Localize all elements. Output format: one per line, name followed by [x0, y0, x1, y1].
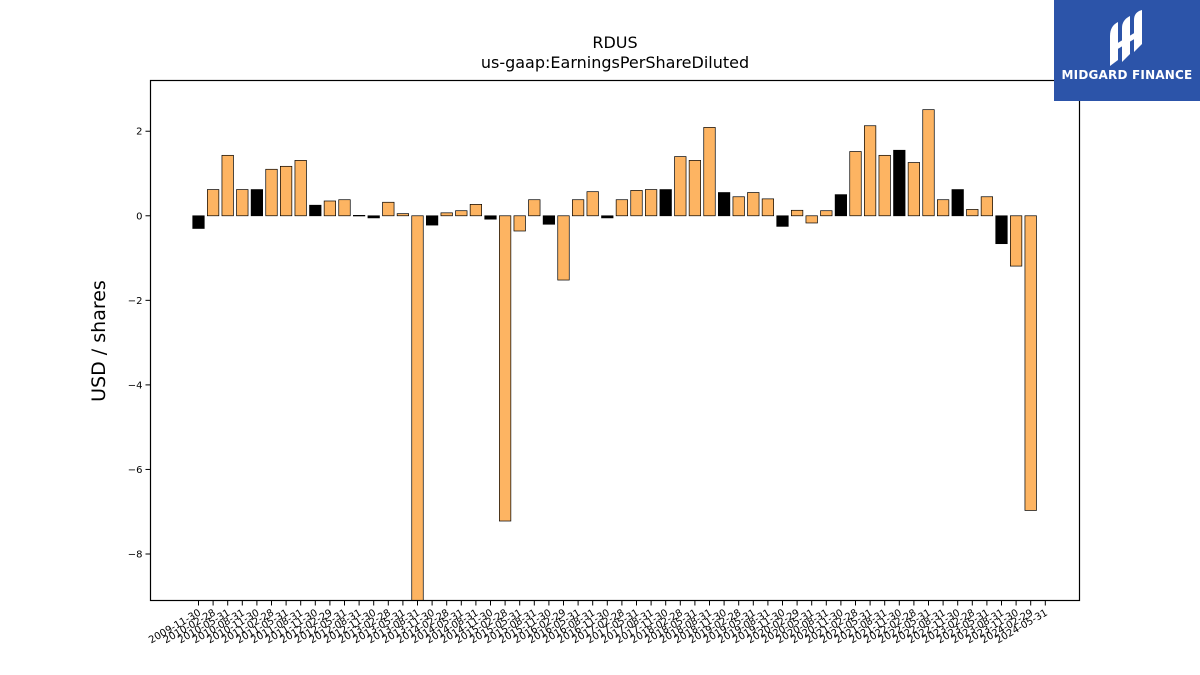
bar — [353, 215, 366, 217]
y-tick-label: −8 — [128, 549, 143, 560]
brand-logo: MIDGARD FINANCE — [1054, 0, 1200, 101]
bar — [951, 189, 964, 217]
bar — [732, 196, 745, 217]
bar — [747, 192, 760, 217]
plot-frame — [149, 79, 1081, 602]
y-tick-label: 0 — [136, 211, 142, 222]
bar — [907, 162, 921, 217]
y-axis: 2 0 −2 −4 −6 −8 — [128, 127, 151, 560]
bar — [586, 191, 599, 217]
bar — [995, 215, 1008, 245]
logo-text: MIDGARD FINANCE — [1061, 68, 1193, 82]
bar — [192, 215, 205, 229]
bar — [936, 199, 950, 217]
bar — [280, 165, 293, 217]
bar — [1024, 215, 1037, 511]
bar — [761, 198, 775, 217]
bar — [367, 215, 380, 219]
bar — [601, 215, 614, 219]
x-axis: 2009-11-302010-02-282010-05-312010-08-31… — [147, 600, 1050, 646]
bar — [1009, 215, 1023, 267]
bar — [703, 127, 716, 217]
bar — [513, 215, 526, 232]
bar — [236, 189, 249, 217]
bar — [207, 189, 220, 217]
bar — [980, 196, 994, 217]
bar — [790, 209, 804, 217]
bar — [411, 215, 424, 601]
y-axis-label: USD / shares — [88, 280, 110, 402]
bar — [805, 215, 818, 224]
midgard-logo-icon — [1110, 10, 1142, 66]
bar — [659, 189, 672, 217]
bar — [966, 209, 979, 217]
bar — [834, 194, 848, 217]
chart-title: RDUS — [592, 33, 637, 52]
bar — [820, 210, 833, 217]
y-tick-label: −4 — [128, 380, 143, 391]
bar — [323, 200, 336, 217]
bars-group — [192, 109, 1037, 601]
bar — [221, 154, 234, 217]
bar — [440, 212, 453, 217]
bar — [688, 160, 702, 217]
bar — [484, 215, 497, 220]
chart-subtitle: us-gaap:EarningsPerShareDiluted — [481, 53, 749, 72]
bar — [863, 125, 877, 217]
y-tick-label: 2 — [136, 127, 142, 138]
bar — [776, 215, 789, 227]
bar — [615, 199, 629, 217]
bar — [717, 192, 731, 217]
bar — [893, 149, 906, 217]
bar — [382, 201, 395, 217]
bar — [294, 160, 307, 217]
bar — [878, 154, 891, 217]
bar — [849, 151, 862, 217]
bar — [265, 168, 278, 217]
bar — [469, 204, 482, 217]
bar — [644, 189, 658, 217]
bar — [250, 189, 263, 217]
bar — [426, 215, 439, 226]
bar — [674, 156, 687, 217]
bar — [338, 199, 351, 217]
bar — [557, 215, 570, 281]
bar — [571, 199, 585, 217]
bar — [309, 204, 322, 217]
bar — [630, 190, 643, 217]
bar — [528, 199, 541, 217]
y-tick-label: −2 — [128, 296, 143, 307]
bar — [396, 213, 409, 217]
bar — [455, 210, 468, 217]
bar — [922, 109, 935, 217]
y-tick-label: −6 — [128, 465, 143, 476]
bar — [499, 215, 512, 522]
bar — [542, 215, 556, 225]
